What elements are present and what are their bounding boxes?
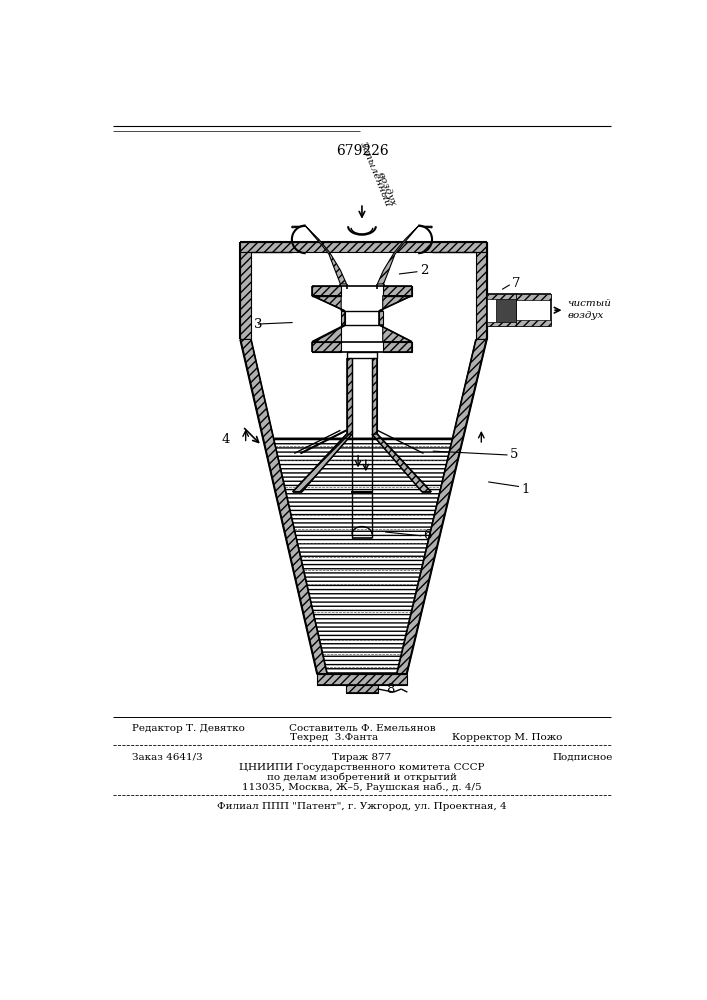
Text: 679226: 679226 (336, 144, 388, 158)
Text: Запыленный: Запыленный (358, 140, 392, 208)
Text: ЦНИИПИ Государственного комитета СССР: ЦНИИПИ Государственного комитета СССР (239, 763, 485, 772)
Polygon shape (293, 434, 352, 492)
Text: 113035, Москва, Ж–5, Раушская наб., д. 4/5: 113035, Москва, Ж–5, Раушская наб., д. 4… (242, 783, 481, 792)
Text: Заказ 4641/3: Заказ 4641/3 (132, 753, 203, 762)
Polygon shape (397, 339, 486, 674)
Polygon shape (240, 242, 486, 252)
Polygon shape (476, 252, 486, 339)
Polygon shape (312, 325, 345, 342)
Polygon shape (317, 674, 407, 685)
Text: Филиал ППП "Патент", г. Ужгород, ул. Проектная, 4: Филиал ППП "Патент", г. Ужгород, ул. Про… (217, 802, 507, 811)
Text: воздух: воздух (376, 171, 398, 208)
Text: 3: 3 (254, 318, 263, 331)
Text: 7: 7 (512, 277, 520, 290)
Text: 5: 5 (510, 448, 518, 461)
Polygon shape (292, 226, 346, 284)
Text: 2: 2 (420, 264, 428, 277)
Polygon shape (379, 296, 412, 311)
Text: Подписное: Подписное (552, 753, 612, 762)
Polygon shape (312, 342, 341, 352)
Polygon shape (372, 358, 378, 434)
Polygon shape (496, 299, 516, 322)
Polygon shape (312, 296, 345, 311)
Text: Корректор М. Пожо: Корректор М. Пожо (452, 733, 562, 742)
Text: 6: 6 (423, 529, 432, 542)
Polygon shape (379, 325, 412, 342)
Text: Техред  3.Фанта: Техред 3.Фанта (291, 733, 378, 742)
Polygon shape (312, 286, 341, 296)
Text: 1: 1 (521, 483, 530, 496)
Text: 4: 4 (221, 433, 230, 446)
Polygon shape (240, 252, 251, 339)
Text: воздух: воздух (568, 311, 604, 320)
Polygon shape (240, 339, 327, 674)
Polygon shape (486, 294, 516, 299)
Text: Тираж 877: Тираж 877 (332, 753, 392, 762)
Polygon shape (382, 286, 412, 296)
Polygon shape (516, 294, 551, 300)
Text: Редактор Т. Девятко: Редактор Т. Девятко (132, 724, 245, 733)
Polygon shape (346, 358, 352, 434)
Polygon shape (382, 342, 412, 352)
Polygon shape (379, 311, 382, 325)
Text: Составитель Ф. Емельянов: Составитель Ф. Емельянов (288, 724, 436, 733)
Polygon shape (378, 226, 432, 284)
Polygon shape (341, 311, 345, 325)
Bar (346, 685, 378, 693)
Polygon shape (486, 322, 516, 326)
Text: 8: 8 (387, 683, 395, 696)
Polygon shape (486, 294, 516, 326)
Polygon shape (372, 434, 431, 492)
Polygon shape (516, 320, 551, 326)
Polygon shape (274, 438, 452, 674)
Text: по делам изобретений и открытий: по делам изобретений и открытий (267, 773, 457, 782)
Text: чистый: чистый (568, 299, 612, 308)
